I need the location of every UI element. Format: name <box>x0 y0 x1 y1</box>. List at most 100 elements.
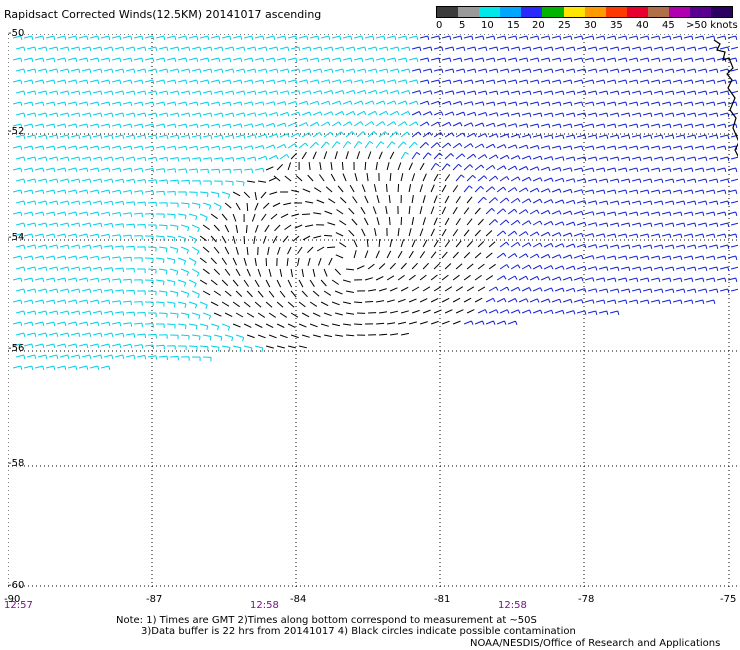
wind-barb <box>257 46 268 52</box>
wind-barb <box>37 354 48 360</box>
wind-barb <box>675 90 686 96</box>
legend-swatch <box>711 7 733 17</box>
wind-barb <box>444 263 452 270</box>
wind-barb <box>26 310 37 316</box>
wind-barb <box>562 188 573 194</box>
wind-barb <box>386 162 390 171</box>
wind-barb <box>224 334 234 342</box>
wind-barb <box>111 167 122 173</box>
legend-label: 45 <box>662 20 675 31</box>
wind-barb <box>455 153 466 160</box>
wind-barb <box>430 142 441 149</box>
legend-swatch <box>479 7 501 17</box>
wind-barb <box>452 320 461 325</box>
wind-barb <box>584 101 595 107</box>
wind-barb <box>265 79 276 85</box>
wind-barb <box>56 277 67 283</box>
wind-barb <box>474 57 485 63</box>
wind-barb <box>631 156 642 162</box>
wind-barb <box>716 167 727 173</box>
wind-barb <box>92 134 103 140</box>
wind-barb <box>419 162 425 171</box>
wind-barb <box>345 131 356 138</box>
wind-barb <box>705 233 716 239</box>
wind-barb <box>411 46 422 52</box>
wind-barb <box>12 101 23 107</box>
wind-barb <box>367 46 378 52</box>
wind-barb <box>180 290 190 298</box>
wind-barb <box>397 298 406 303</box>
wind-barb <box>125 90 136 96</box>
wind-barb <box>378 263 386 270</box>
wind-barb <box>672 57 683 63</box>
wind-barb <box>562 254 573 259</box>
wind-barb <box>507 79 518 85</box>
wind-barb <box>675 266 686 272</box>
wind-barb <box>598 46 609 52</box>
wind-barb <box>268 334 277 339</box>
wind-barb <box>521 264 532 270</box>
wind-barb <box>628 35 639 41</box>
wind-barb <box>169 68 180 74</box>
wind-barb <box>719 68 730 74</box>
wind-barb <box>89 255 100 261</box>
wind-barb <box>576 178 587 184</box>
wind-barb <box>147 134 158 140</box>
wind-barb <box>650 101 661 107</box>
wind-barb <box>375 250 380 259</box>
wind-barb <box>452 79 463 85</box>
wind-barb <box>181 157 191 162</box>
latitude-label: -52 <box>8 126 25 137</box>
wind-barb <box>34 211 45 217</box>
wind-barb <box>367 89 378 95</box>
wind-barb <box>606 145 617 151</box>
wind-barb <box>301 46 312 52</box>
note-line-1: Note: 1) Times are GMT 2)Times along bot… <box>116 615 537 626</box>
wind-barb <box>474 185 484 193</box>
wind-barb <box>103 354 114 360</box>
wind-barb <box>290 46 301 52</box>
wind-barb <box>650 255 661 261</box>
wind-barb <box>67 343 78 349</box>
wind-barb <box>210 323 220 331</box>
wind-barb <box>213 246 220 254</box>
wind-barb <box>286 257 289 266</box>
wind-barb <box>408 162 413 171</box>
map-notes: Note: 1) Times are GMT 2)Times along bot… <box>116 615 576 637</box>
wind-barb <box>167 213 176 219</box>
wind-barb <box>705 145 716 151</box>
wind-barb <box>334 68 345 74</box>
wind-barb <box>452 35 463 41</box>
wind-barb <box>213 134 224 140</box>
wind-barb <box>565 243 576 248</box>
wind-barb <box>133 79 144 85</box>
wind-barb <box>15 68 26 74</box>
wind-barb <box>235 134 246 139</box>
wind-barb <box>433 195 438 204</box>
wind-barb <box>103 222 114 228</box>
wind-barb <box>177 235 187 243</box>
wind-barb <box>23 145 34 151</box>
wind-barb <box>305 201 314 204</box>
wind-barb <box>257 112 268 117</box>
wind-barb <box>268 312 276 318</box>
wind-barb <box>686 90 697 96</box>
wind-barb <box>257 68 268 74</box>
wind-barb <box>199 235 207 242</box>
wind-barb <box>199 101 210 107</box>
wind-map[interactable] <box>8 34 738 589</box>
wind-barb <box>243 145 254 150</box>
wind-barb <box>364 195 369 204</box>
wind-barb <box>213 290 221 296</box>
wind-barb <box>12 365 23 371</box>
wind-barb <box>485 230 493 237</box>
wind-barb <box>364 140 374 149</box>
wind-barb <box>477 68 488 74</box>
wind-barb <box>727 79 738 85</box>
wind-barb <box>477 133 488 138</box>
wind-barb <box>156 301 165 307</box>
wind-barb <box>189 191 198 197</box>
wind-barb <box>134 257 143 262</box>
wind-barb <box>202 268 210 275</box>
wind-barb <box>200 168 209 174</box>
